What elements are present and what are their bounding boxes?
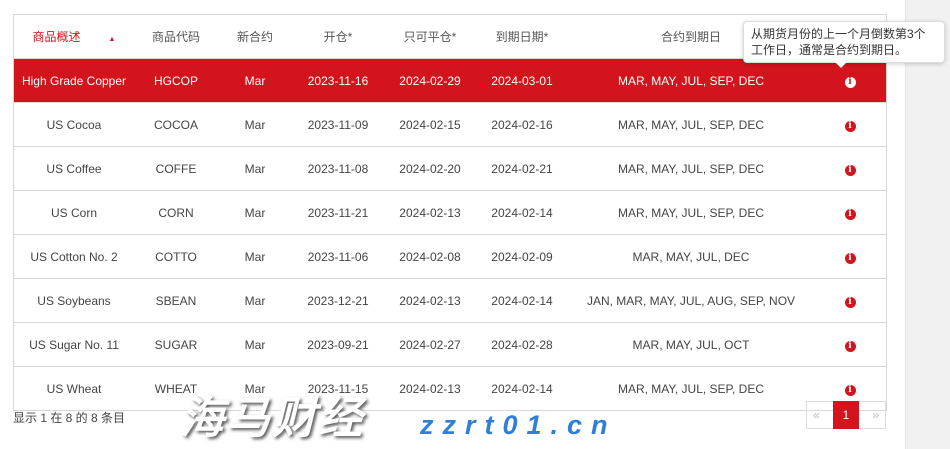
cell-info: i [814,146,887,191]
page-1-button[interactable]: 1 [833,401,859,429]
col-code[interactable]: 商品代码 [134,14,218,59]
table-row[interactable]: US Cotton No. 2 COTTO Mar 2023-11-06 2024-02… [13,234,887,279]
cell-description: US Soybeans [13,278,134,323]
cell-code: SUGAR [134,322,218,367]
cell-code: COTTO [134,234,218,279]
table-row[interactable]: US Corn CORN Mar 2023-11-21 2024-02-13 2024-0… [13,190,887,235]
info-icon[interactable]: i [844,385,856,396]
cell-open: 2023-09-21 [292,322,384,367]
col-close-only[interactable]: 只可平仓* [384,14,476,59]
cell-new-contract: Mar [218,366,292,411]
cell-expiry: 2024-02-14 [476,278,568,323]
contracts-table: 商品概述 ▲ 商品代码 新合约 开仓* 只可平仓* 到期日期* 合约到期日 Hig… [13,14,887,411]
cell-description: High Grade Copper [13,58,134,103]
cell-description: US Cocoa [13,102,134,147]
cell-code: COFFE [134,146,218,191]
table-row[interactable]: US Wheat WHEAT Mar 2023-11-15 2024-02-13 2024… [13,366,887,411]
col-open[interactable]: 开仓* [292,14,384,59]
cell-info: i [814,278,887,323]
cell-contract-months: MAR, MAY, JUL, DEC [568,234,814,279]
cell-contract-months: MAR, MAY, JUL, OCT [568,322,814,367]
cell-info: i [814,58,887,103]
cell-code: COCOA [134,102,218,147]
cell-open: 2023-12-21 [292,278,384,323]
prev-page-button[interactable]: « [813,408,820,422]
caret-up-icon: ▲ [108,36,116,43]
col-new-contract[interactable]: 新合约 [218,14,292,59]
info-icon[interactable]: i [844,297,856,308]
cell-new-contract: Mar [218,190,292,235]
cell-expiry: 2024-02-14 [476,190,568,235]
side-panel [905,0,950,449]
info-icon[interactable]: i [844,165,856,176]
cell-close-only: 2024-02-13 [384,190,476,235]
cell-code: SBEAN [134,278,218,323]
col-expiry[interactable]: 到期日期* [476,14,568,59]
cell-close-only: 2024-02-27 [384,322,476,367]
cell-description: US Wheat [13,366,134,411]
table-row[interactable]: US Cocoa COCOA Mar 2023-11-09 2024-02-15 2024… [13,102,887,147]
info-icon[interactable]: i [844,209,856,220]
cell-contract-months: MAR, MAY, JUL, SEP, DEC [568,146,814,191]
cell-contract-months: JAN, MAR, MAY, JUL, AUG, SEP, NOV [568,278,814,323]
table-row[interactable]: US Soybeans SBEAN Mar 2023-12-21 2024-02-13 2… [13,278,887,323]
cell-open: 2023-11-15 [292,366,384,411]
cell-description: US Cotton No. 2 [13,234,134,279]
pagination: « 1 » [806,401,886,429]
cell-info: i [814,190,887,235]
info-icon[interactable]: i [844,77,856,88]
cell-close-only: 2024-02-13 [384,366,476,411]
cell-open: 2023-11-06 [292,234,384,279]
next-page-button[interactable]: » [872,408,879,422]
cell-close-only: 2024-02-29 [384,58,476,103]
cell-new-contract: Mar [218,278,292,323]
cell-expiry: 2024-02-09 [476,234,568,279]
cell-open: 2023-11-09 [292,102,384,147]
table-info: 显示 1 在 8 的 8 条目 [13,411,126,425]
info-icon[interactable]: i [844,341,856,352]
cell-new-contract: Mar [218,234,292,279]
cell-open: 2023-11-16 [292,58,384,103]
col-label: 商品概述 [32,30,81,44]
cell-contract-months: MAR, MAY, JUL, SEP, DEC [568,366,814,411]
cell-expiry: 2024-02-28 [476,322,568,367]
cell-code: HGCOP [134,58,218,103]
cell-description: US Coffee [13,146,134,191]
cell-description: US Corn [13,190,134,235]
cell-code: CORN [134,190,218,235]
cell-open: 2023-11-21 [292,190,384,235]
cell-close-only: 2024-02-20 [384,146,476,191]
cell-new-contract: Mar [218,146,292,191]
cell-new-contract: Mar [218,322,292,367]
tooltip: 从期货月份的上一个月倒数第3个工作日，通常是合约到期日。 [743,21,945,68]
cell-close-only: 2024-02-13 [384,278,476,323]
cell-contract-months: MAR, MAY, JUL, SEP, DEC [568,102,814,147]
cell-info: i [814,102,887,147]
cell-info: i [814,234,887,279]
cell-new-contract: Mar [218,102,292,147]
watermark-logo: 海马财经 [180,394,364,443]
cell-close-only: 2024-02-08 [384,234,476,279]
cell-open: 2023-11-08 [292,146,384,191]
info-icon[interactable]: i [844,121,856,132]
table-row[interactable]: US Coffee COFFE Mar 2023-11-08 2024-02-20 202… [13,146,887,191]
cell-expiry: 2024-02-21 [476,146,568,191]
cell-expiry: 2024-03-01 [476,58,568,103]
table-row[interactable]: US Sugar No. 11 SUGAR Mar 2023-09-21 2024-02… [13,322,887,367]
cell-contract-months: MAR, MAY, JUL, SEP, DEC [568,58,814,103]
cell-contract-months: MAR, MAY, JUL, SEP, DEC [568,190,814,235]
cell-expiry: 2024-02-14 [476,366,568,411]
table-row[interactable]: High Grade Copper HGCOP Mar 2023-11-16 2024-… [13,58,887,103]
info-icon[interactable]: i [844,253,856,264]
cell-expiry: 2024-02-16 [476,102,568,147]
col-description[interactable]: 商品概述 ▲ [13,14,134,59]
cell-new-contract: Mar [218,58,292,103]
cell-close-only: 2024-02-15 [384,102,476,147]
watermark-url: zzrt01.cn [420,410,617,440]
cell-code: WHEAT [134,366,218,411]
cell-description: US Sugar No. 11 [13,322,134,367]
cell-info: i [814,322,887,367]
